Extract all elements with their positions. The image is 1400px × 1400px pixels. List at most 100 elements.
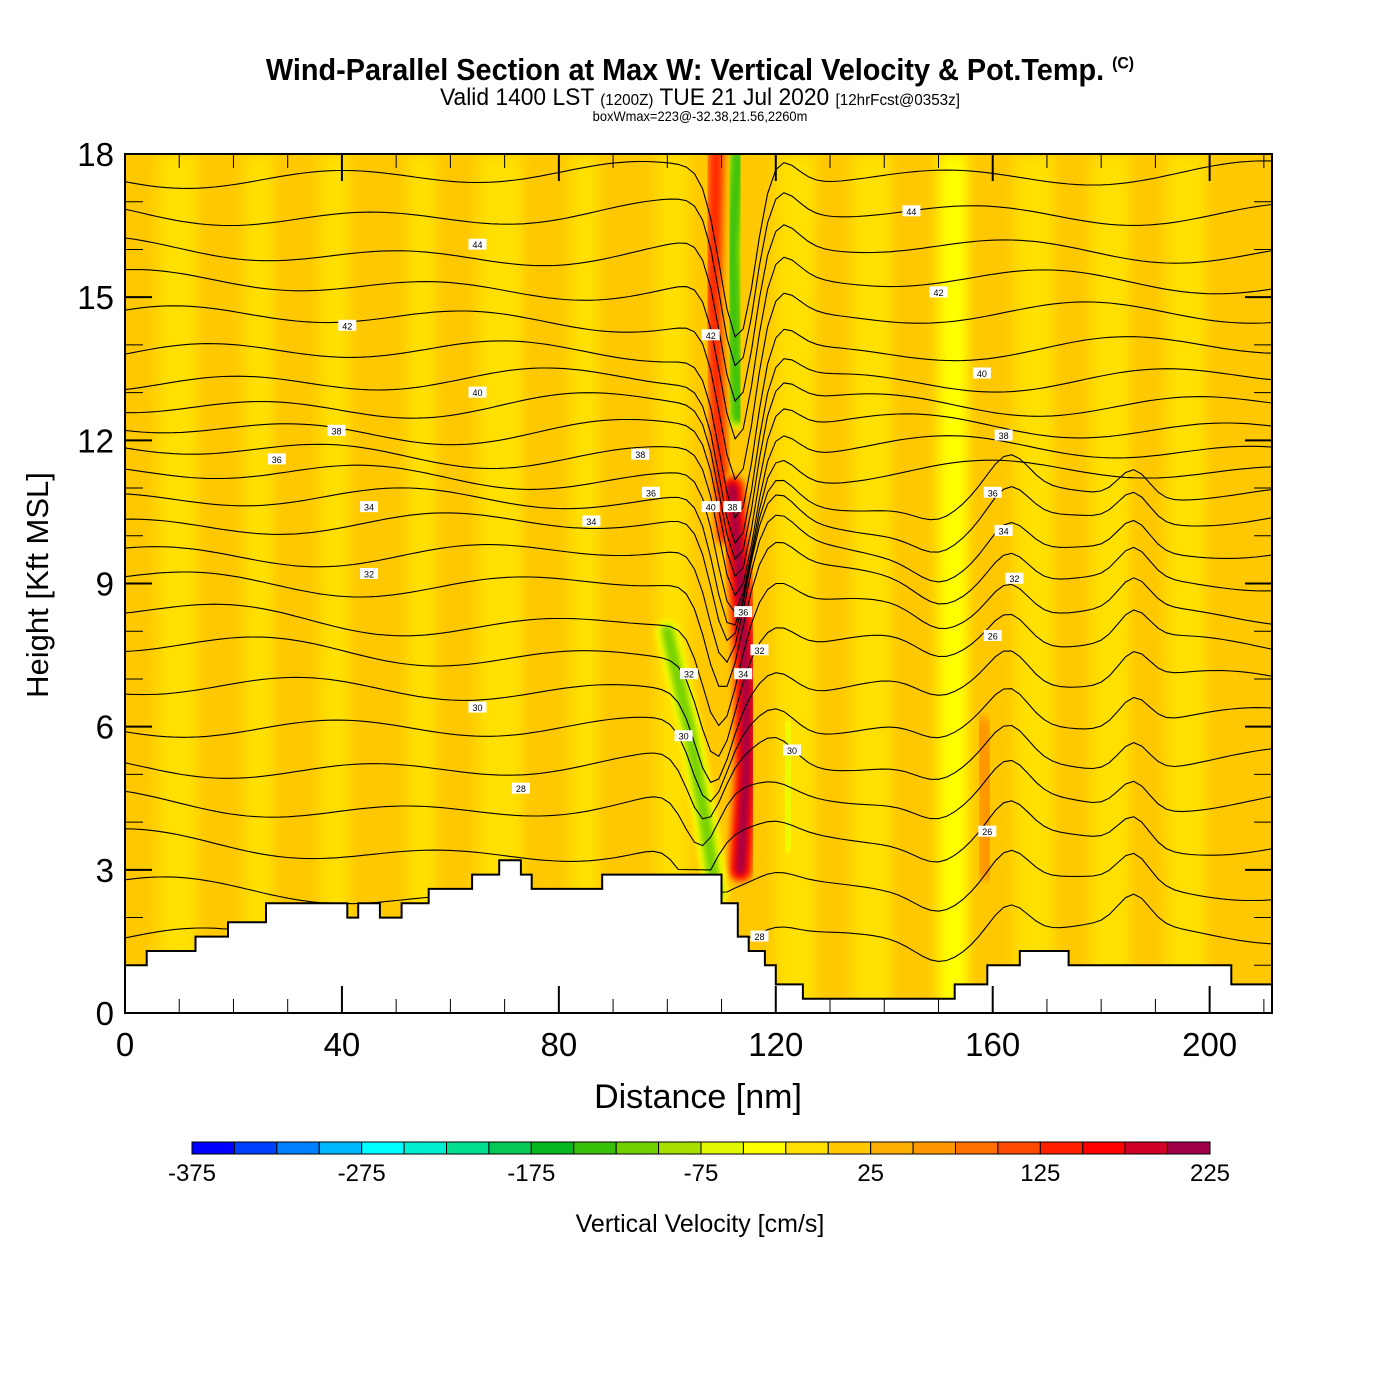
contour-label-text: 32 [684, 670, 694, 680]
isentrope-line [125, 650, 1272, 784]
colorbar-segment [700, 1141, 744, 1155]
contour-label: 44 [468, 238, 487, 250]
x-tick-label: 160 [965, 1026, 1020, 1063]
contour-label-bg [723, 501, 742, 513]
contour-label-text: 30 [679, 732, 689, 742]
chart-title-text: Wind-Parallel Section at Max W: Vertical… [265, 52, 1105, 87]
colorbar-tick-label: -75 [684, 1160, 719, 1187]
contour-label-text: 42 [706, 331, 716, 341]
contour-label-bg [468, 386, 487, 398]
isentrope-line [125, 328, 1272, 519]
box-wmax-annotation: boxWmax=223@-32.38,21.56,2260m [592, 108, 808, 124]
field-band [352, 154, 408, 1013]
contour-label-text: 38 [331, 426, 341, 436]
contour-label-text: 44 [906, 207, 916, 217]
contour-label-bg [734, 668, 753, 680]
field-band [320, 154, 353, 1013]
contour-label-bg [972, 367, 991, 379]
contour-label-bg [783, 744, 801, 756]
contour-label-text: 42 [933, 288, 943, 298]
colorbar-segment [446, 1141, 490, 1155]
contour-label-text: 40 [706, 503, 716, 513]
field-band [276, 154, 321, 1013]
copyright-mark: (C) [1112, 53, 1135, 73]
colorbar-segment [1124, 1141, 1169, 1155]
colorbar-tick-label: -175 [507, 1160, 555, 1187]
isentrope-line [125, 514, 1272, 664]
plume-downdraft-lower [663, 627, 720, 898]
colorbar-segment [318, 1141, 363, 1155]
contour-label-bg [750, 644, 769, 656]
contour-label-text: 36 [988, 488, 998, 498]
x-tick-label: 120 [748, 1026, 803, 1063]
chart-title: Wind-Parallel Section at Max W: Vertical… [49, 52, 1351, 88]
colorbar-segment [1082, 1141, 1126, 1155]
isentrope-line [125, 486, 1272, 642]
contour-label: 36 [734, 606, 753, 618]
contour-label-text: 36 [738, 608, 748, 618]
colorbar-segment [997, 1141, 1041, 1155]
contour-label-text: 40 [472, 388, 482, 398]
contour-labels: 28 30 30 30 32 32 32 32 34 34 34 34 36 36 36 36 38 38 38 38… [267, 205, 1024, 942]
contour-label: 28 [750, 930, 769, 942]
contour-label-text: 34 [364, 503, 374, 513]
contour-label-text: 30 [472, 703, 482, 713]
potential-temperature-contours [125, 160, 1272, 962]
colorbar-segment [912, 1141, 956, 1155]
contour-label: 34 [360, 501, 378, 513]
contour-label-text: 40 [977, 369, 987, 379]
contour-label: 36 [983, 486, 1002, 498]
contour-label-bg [701, 501, 720, 513]
field-band [569, 154, 603, 1013]
contour-label: 42 [929, 286, 948, 298]
isentrope-line [125, 256, 1272, 441]
colorbar-tick-label: -375 [168, 1160, 216, 1187]
contour-label-bg [1005, 572, 1024, 584]
contour-label-bg [468, 238, 487, 250]
colorbar-segment [361, 1141, 405, 1155]
contour-label-text: 28 [516, 784, 526, 794]
contour-label: 38 [994, 429, 1013, 441]
field-band [602, 154, 657, 1013]
contour-label: 26 [978, 825, 997, 837]
contour-label-bg [582, 515, 601, 527]
contour-label: 38 [723, 501, 742, 513]
contour-label-text: 42 [342, 321, 352, 331]
contour-label-text: 26 [982, 827, 992, 837]
isentrope-line [125, 192, 1272, 367]
contour-label: 32 [680, 668, 698, 680]
contour-label: 40 [468, 386, 487, 398]
contour-label-text: 26 [988, 632, 998, 642]
contour-label-bg [680, 668, 698, 680]
contour-label-bg [360, 568, 378, 579]
colorbar-tick-label: 125 [1020, 1160, 1060, 1187]
contour-label-bg [994, 429, 1013, 441]
contour-label: 44 [902, 205, 921, 217]
isentrope-line [125, 160, 1272, 338]
contour-label: 34 [582, 515, 601, 527]
contour-label-bg [511, 782, 530, 794]
x-tick-label: 0 [116, 1026, 134, 1063]
y-tick-label: 12 [77, 422, 114, 459]
colorbar-tick-label: -275 [338, 1160, 386, 1187]
x-axis-label: Distance [nm] [594, 1078, 802, 1116]
contour-label-text: 32 [754, 646, 764, 656]
colorbar-segment [530, 1141, 575, 1155]
field-band [244, 154, 277, 1013]
y-tick-label: 15 [77, 279, 114, 316]
y-axis-label: Height [Kft MSL] [20, 472, 55, 698]
colorbar-segment [615, 1141, 660, 1155]
contour-label: 30 [674, 730, 693, 742]
contour-label-bg [642, 486, 660, 498]
y-tick-label: 9 [96, 566, 114, 603]
isentrope-line [125, 759, 1272, 847]
contour-label-text: 34 [586, 517, 596, 527]
contour-label-bg [267, 453, 286, 465]
utc-time: (1200Z) [600, 92, 654, 109]
isentrope-line [125, 224, 1272, 403]
isentrope-line [125, 849, 1272, 912]
isentrope-line [125, 382, 1272, 561]
field-band [1166, 154, 1210, 1013]
contour-label-text: 38 [727, 503, 737, 513]
